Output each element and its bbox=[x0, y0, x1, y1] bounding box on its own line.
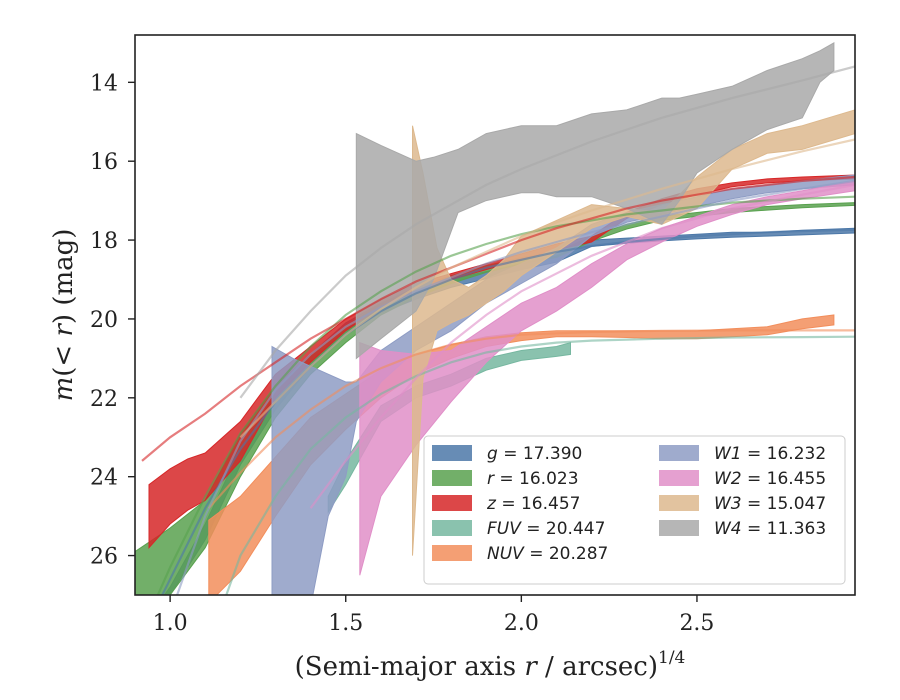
fit-curve-w2 bbox=[309, 183, 855, 509]
legend-swatch bbox=[659, 470, 699, 486]
legend-item-w1: W1 = 16.232 bbox=[659, 444, 826, 464]
legend-item-w3: W3 = 15.047 bbox=[659, 494, 826, 514]
x-tick-label: 2.5 bbox=[679, 611, 714, 636]
x-tick-label: 1.0 bbox=[153, 611, 188, 636]
x-tick-label: 2.0 bbox=[504, 611, 539, 636]
plot-frame bbox=[134, 34, 856, 596]
x-axis-label: (Semi-major axis r / arcsec)1/4 bbox=[295, 648, 686, 682]
legend-box bbox=[423, 435, 846, 585]
legend-swatch bbox=[659, 445, 699, 461]
legend-swatch bbox=[659, 520, 699, 536]
y-axis-label: m(< r) (mag) bbox=[49, 229, 79, 402]
legend-swatch bbox=[432, 520, 472, 536]
legend-label: z = 16.457 bbox=[486, 494, 580, 514]
legend-item-r: r = 16.023 bbox=[432, 469, 579, 489]
y-tick-label: 24 bbox=[90, 466, 118, 491]
x-tick-label: 1.5 bbox=[328, 611, 363, 636]
legend-label: g = 17.390 bbox=[487, 444, 582, 464]
y-tick-label: 16 bbox=[90, 150, 118, 175]
legend-label: NUV = 20.287 bbox=[487, 544, 608, 564]
x-axis-label-exponent: 1/4 bbox=[658, 648, 685, 668]
legend-swatch bbox=[432, 445, 472, 461]
x-axis-label-variable: r bbox=[524, 652, 538, 682]
legend-swatch bbox=[432, 495, 472, 511]
fit-curves bbox=[141, 65, 855, 595]
legend-item-z: z = 16.457 bbox=[432, 494, 580, 514]
fit-curve-w3 bbox=[239, 138, 855, 439]
fit-curve-fuv bbox=[225, 335, 855, 595]
legend-label: W3 = 15.047 bbox=[714, 494, 826, 514]
legend-swatch bbox=[432, 470, 472, 486]
legend-label: W1 = 16.232 bbox=[714, 444, 826, 464]
y-tick-label: 26 bbox=[90, 545, 118, 570]
fit-curve-nuv bbox=[207, 329, 855, 509]
legend-item-fuv: FUV = 20.447 bbox=[432, 519, 605, 539]
legend-item-g: g = 17.390 bbox=[432, 444, 582, 464]
y-tick-label: 18 bbox=[90, 229, 118, 254]
legend-label: W4 = 11.363 bbox=[714, 519, 826, 539]
legend-item-w2: W2 = 16.455 bbox=[659, 469, 826, 489]
legend-swatch bbox=[432, 545, 472, 561]
legend-items: g = 17.390 r = 16.023 z = 16.457 FUV = 20.4… bbox=[432, 444, 826, 564]
fit-curve-w1 bbox=[175, 179, 855, 595]
legend-item-nuv: NUV = 20.287 bbox=[432, 544, 608, 564]
y-tick-label: 22 bbox=[90, 387, 118, 412]
x-axis-ticks: 1.0 1.5 2.0 2.5 bbox=[153, 595, 714, 636]
legend-label: r = 16.023 bbox=[487, 469, 579, 489]
y-axis-label-symbol: m bbox=[49, 377, 79, 402]
legend-label: FUV = 20.447 bbox=[487, 519, 605, 539]
legend-label: W2 = 16.455 bbox=[714, 469, 826, 489]
band-w4 bbox=[355, 42, 835, 360]
fit-curve-w4 bbox=[239, 65, 855, 399]
legend: g = 17.390 r = 16.023 z = 16.457 FUV = 20.4… bbox=[423, 435, 846, 585]
y-tick-label: 20 bbox=[90, 308, 118, 333]
band-w2 bbox=[359, 180, 855, 576]
legend-swatch bbox=[659, 495, 699, 511]
y-tick-label: 14 bbox=[90, 71, 118, 96]
fit-curve-g bbox=[161, 228, 855, 595]
legend-item-w4: W4 = 11.363 bbox=[659, 519, 826, 539]
y-axis-label-variable: r bbox=[49, 323, 79, 337]
fit-curve-z bbox=[141, 175, 855, 462]
y-axis-ticks: 14 16 18 20 22 24 26 bbox=[90, 71, 135, 570]
